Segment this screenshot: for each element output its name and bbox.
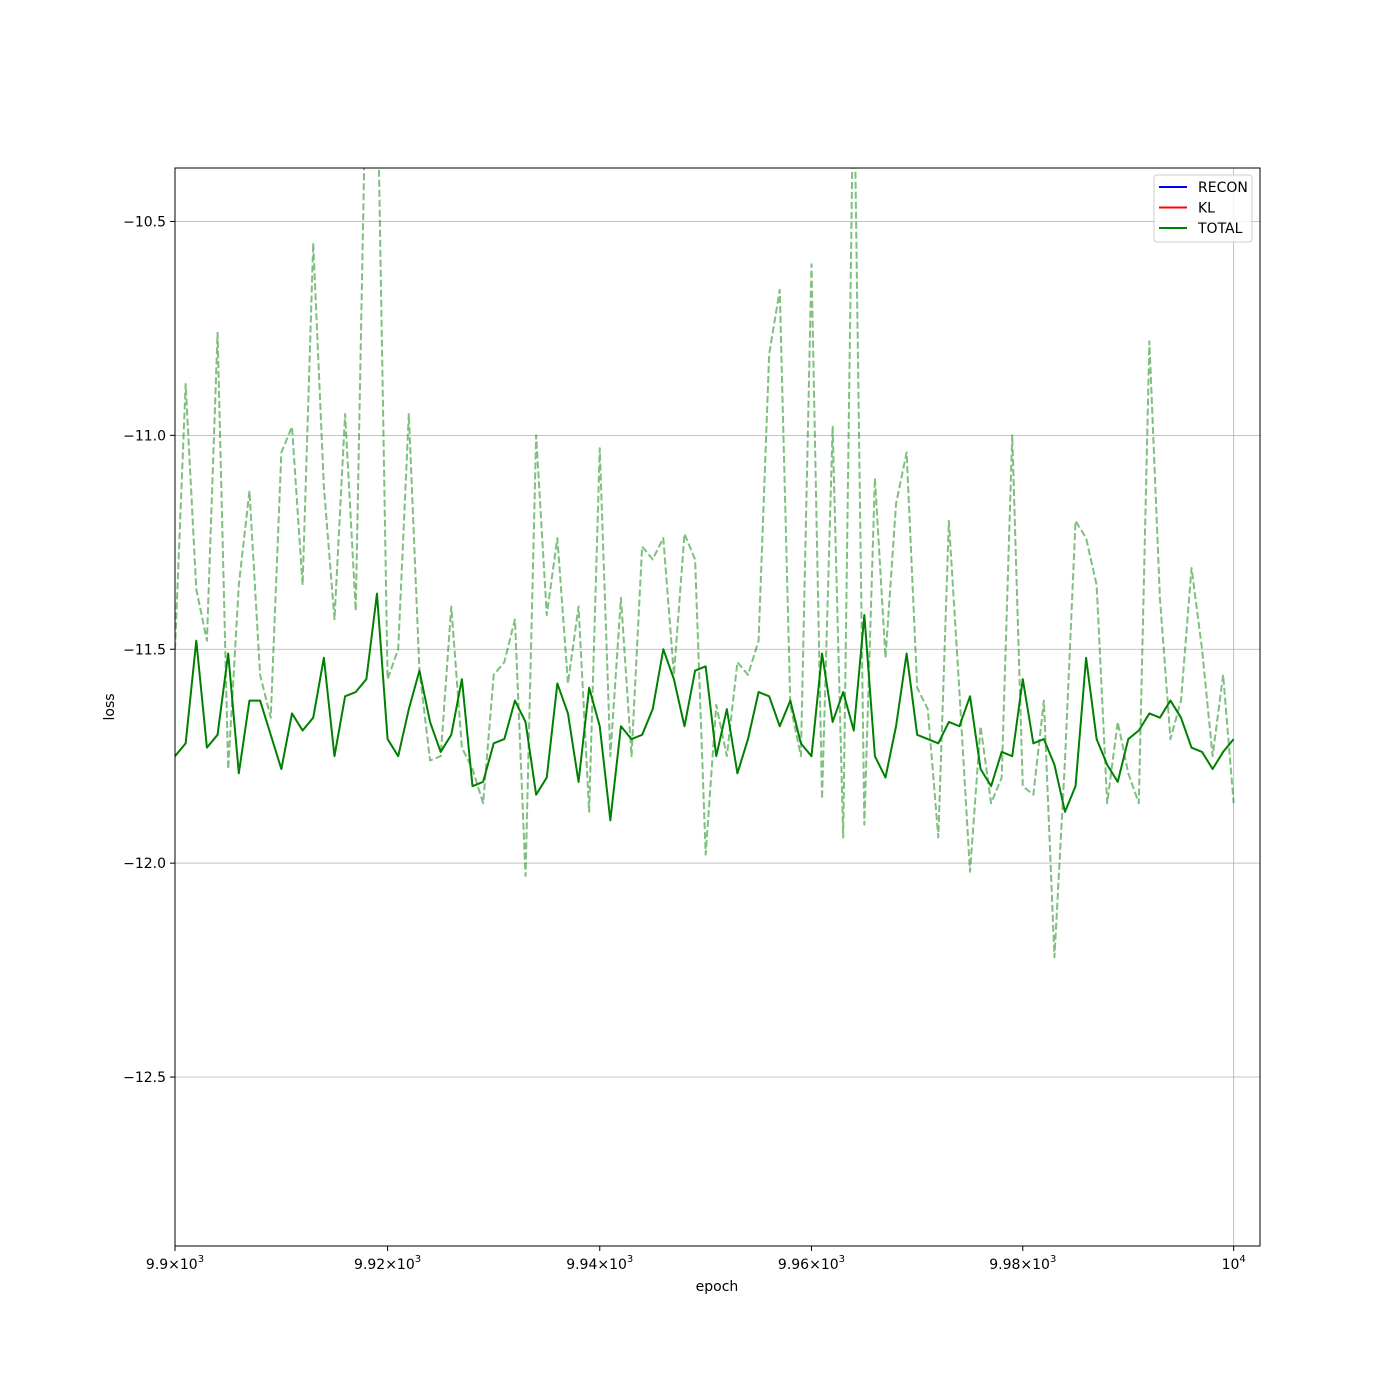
y-tick-label: −12.5	[123, 1070, 166, 1086]
x-tick-label-base: 9.96×10	[778, 1257, 839, 1273]
x-tick-label-exponent: 3	[839, 1254, 845, 1265]
x-tick-label: 9.92×103	[354, 1254, 421, 1273]
x-tick-label: 9.94×103	[566, 1254, 633, 1273]
y-axis-label: loss	[102, 693, 118, 720]
x-axis-label: epoch	[696, 1279, 739, 1295]
legend-label-total: TOTAL	[1197, 221, 1243, 237]
x-tick-label: 104	[1222, 1254, 1246, 1273]
plot-frame	[174, 167, 1261, 1247]
legend-box	[1153, 174, 1253, 243]
y-tick-label: −11.5	[123, 642, 166, 658]
legend: RECON KL TOTAL	[1153, 174, 1253, 243]
x-axis-ticks: 9.9×103 9.92×103 9.94×103 9.96×103 9.98×103 1…	[146, 1246, 1246, 1273]
y-tick-label: −11.0	[123, 428, 166, 444]
series-group	[175, 168, 1235, 959]
x-tick-label-exponent: 4	[1239, 1254, 1245, 1265]
x-tick-label: 9.98×103	[989, 1254, 1056, 1273]
x-tick-label-exponent: 3	[198, 1254, 204, 1265]
x-tick-label-base: 9.94×10	[566, 1257, 627, 1273]
x-tick-label: 9.9×103	[146, 1254, 204, 1273]
x-tick-label-exponent: 3	[1050, 1254, 1056, 1265]
legend-label-recon: RECON	[1198, 180, 1248, 196]
x-tick-label-base: 10	[1222, 1257, 1240, 1273]
grid-lines	[175, 168, 1260, 1246]
y-axis-ticks: −10.5 −11.0 −11.5 −12.0 −12.5	[123, 214, 175, 1086]
y-tick-label: −10.5	[123, 214, 166, 230]
y-tick-label: −12.0	[123, 856, 166, 872]
x-tick-label-exponent: 3	[627, 1254, 633, 1265]
x-tick-label-base: 9.98×10	[989, 1257, 1050, 1273]
series-line-total-raw	[175, 168, 1235, 959]
x-tick-label-base: 9.92×10	[354, 1257, 415, 1273]
legend-label-kl: KL	[1198, 201, 1215, 217]
x-tick-label: 9.96×103	[778, 1254, 845, 1273]
x-tick-label-exponent: 3	[415, 1254, 421, 1265]
x-tick-label-base: 9.9×10	[146, 1257, 198, 1273]
series-line-total	[175, 592, 1235, 822]
